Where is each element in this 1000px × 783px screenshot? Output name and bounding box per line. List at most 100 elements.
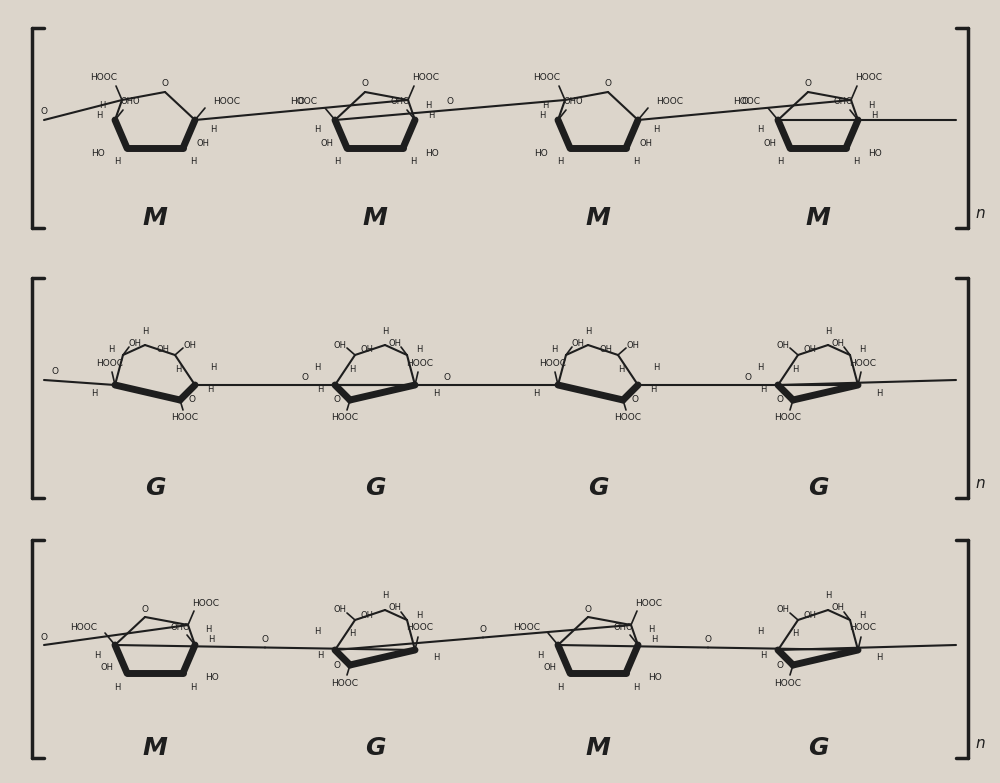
Text: HOOC: HOOC: [774, 679, 802, 687]
Text: H: H: [633, 157, 639, 167]
Text: H: H: [633, 683, 639, 691]
Text: H: H: [792, 630, 798, 638]
Text: H: H: [557, 683, 563, 691]
Text: OH: OH: [626, 341, 640, 349]
Text: OHO: OHO: [120, 98, 140, 106]
Text: HOOC: HOOC: [172, 413, 198, 423]
Text: H: H: [91, 388, 97, 398]
Text: H: H: [859, 611, 865, 619]
Text: HO: HO: [91, 149, 105, 157]
Text: H: H: [416, 611, 422, 619]
Text: O: O: [262, 635, 268, 644]
Text: OH: OH: [544, 663, 556, 673]
Text: OH: OH: [764, 139, 776, 147]
Text: H: H: [433, 654, 439, 662]
Text: O: O: [741, 98, 748, 106]
Text: O: O: [302, 373, 308, 381]
Text: H: H: [208, 636, 214, 644]
Text: H: H: [618, 365, 624, 373]
Text: O: O: [584, 604, 592, 614]
Text: n: n: [975, 475, 985, 490]
Text: HOOC: HOOC: [192, 598, 220, 608]
Text: G: G: [808, 736, 828, 760]
Text: M: M: [586, 736, 610, 760]
Text: H: H: [651, 636, 657, 644]
Text: H: H: [557, 157, 563, 167]
Text: G: G: [588, 476, 608, 500]
Text: H: H: [551, 345, 557, 355]
Text: M: M: [586, 206, 610, 230]
Text: H: H: [653, 125, 659, 135]
Text: O: O: [162, 80, 168, 88]
Text: HOOC: HOOC: [534, 74, 560, 82]
Text: H: H: [190, 683, 196, 691]
Text: O: O: [744, 373, 752, 381]
Text: H: H: [853, 157, 859, 167]
Text: M: M: [363, 206, 387, 230]
Text: HOOC: HOOC: [332, 413, 358, 423]
Text: H: H: [210, 125, 216, 135]
Text: H: H: [825, 591, 831, 601]
Text: OH: OH: [334, 341, 347, 349]
Text: OH: OH: [196, 139, 210, 147]
Text: H: H: [210, 363, 216, 371]
Text: M: M: [806, 206, 830, 230]
Text: H: H: [428, 110, 434, 120]
Text: O: O: [40, 633, 48, 641]
Text: HOOC: HOOC: [406, 359, 434, 367]
Text: OH: OH: [600, 345, 612, 355]
Text: O: O: [632, 395, 639, 405]
Text: HOOC: HOOC: [70, 622, 97, 632]
Text: HOOC: HOOC: [614, 413, 642, 423]
Text: HOOC: HOOC: [413, 74, 440, 82]
Text: OHO: OHO: [613, 622, 633, 632]
Text: H: H: [416, 345, 422, 355]
Text: H: H: [382, 327, 388, 335]
Text: H: H: [757, 363, 763, 371]
Text: O: O: [704, 635, 712, 644]
Text: HOOC: HOOC: [96, 359, 124, 367]
Text: O: O: [776, 661, 784, 669]
Text: HOOC: HOOC: [332, 679, 358, 687]
Text: H: H: [349, 630, 355, 638]
Text: HOOC: HOOC: [213, 98, 240, 106]
Text: H: H: [650, 385, 656, 395]
Text: H: H: [760, 385, 766, 395]
Text: H: H: [777, 157, 783, 167]
Text: OH: OH: [388, 338, 402, 348]
Text: H: H: [96, 110, 102, 120]
Text: H: H: [99, 100, 105, 110]
Text: HOOC: HOOC: [406, 623, 434, 633]
Text: H: H: [205, 626, 211, 634]
Text: G: G: [365, 736, 385, 760]
Text: OH: OH: [804, 611, 816, 619]
Text: OH: OH: [360, 345, 374, 355]
Text: HOOC: HOOC: [513, 622, 540, 632]
Text: H: H: [760, 651, 766, 659]
Text: G: G: [365, 476, 385, 500]
Text: OH: OH: [388, 604, 402, 612]
Text: OH: OH: [320, 139, 334, 147]
Text: H: H: [317, 651, 323, 659]
Text: H: H: [757, 627, 763, 637]
Text: OHO: OHO: [833, 98, 853, 106]
Text: H: H: [114, 683, 120, 691]
Text: OH: OH: [572, 338, 584, 348]
Text: H: H: [757, 125, 763, 135]
Text: O: O: [776, 395, 784, 405]
Text: H: H: [410, 157, 416, 167]
Text: H: H: [425, 100, 431, 110]
Text: OHO: OHO: [170, 622, 190, 632]
Text: HO: HO: [205, 673, 219, 683]
Text: H: H: [108, 345, 114, 355]
Text: OH: OH: [334, 605, 347, 615]
Text: OH: OH: [640, 139, 652, 147]
Text: H: H: [142, 327, 148, 335]
Text: H: H: [868, 100, 874, 110]
Text: OH: OH: [360, 611, 374, 619]
Text: H: H: [207, 385, 213, 395]
Text: HOOC: HOOC: [856, 74, 883, 82]
Text: OH: OH: [184, 341, 196, 349]
Text: H: H: [653, 363, 659, 371]
Text: H: H: [537, 651, 543, 659]
